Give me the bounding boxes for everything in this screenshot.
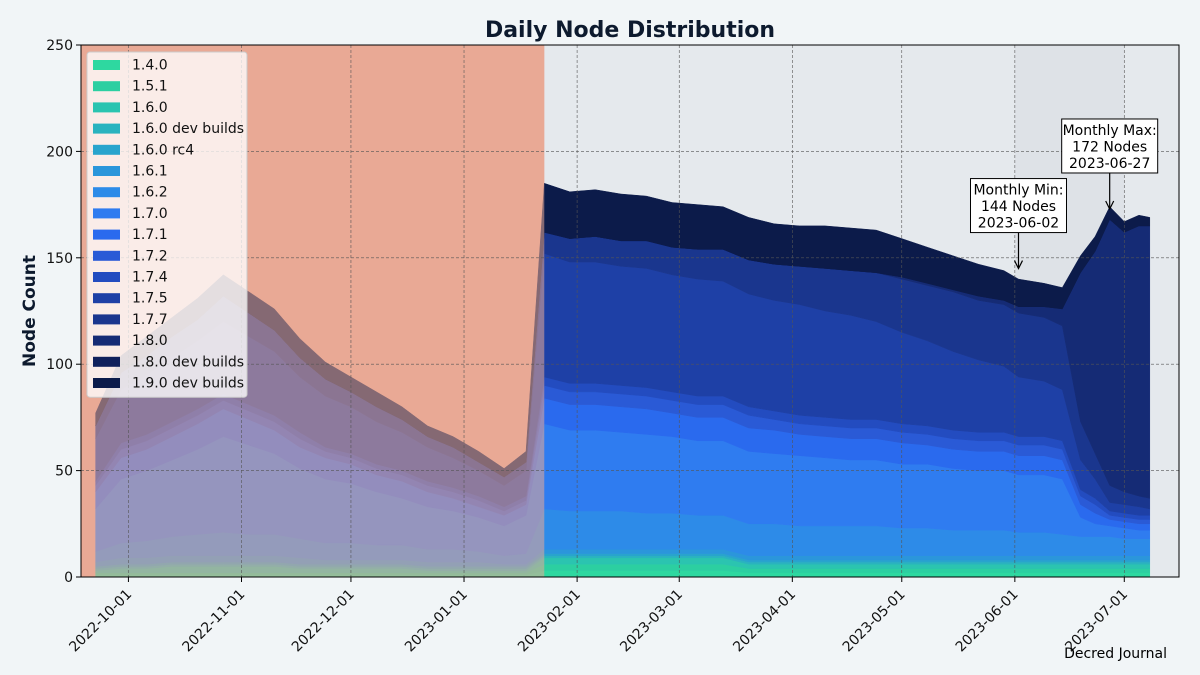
x-tick-label: 2023-01-01	[402, 587, 471, 656]
legend-swatch	[93, 166, 120, 176]
y-axis: 0 50 100 150 200 250	[46, 38, 81, 586]
legend-swatch	[93, 123, 120, 134]
legend-label: 1.6.0	[132, 100, 168, 116]
legend-swatch	[93, 335, 120, 346]
y-tick-label: 50	[55, 464, 73, 480]
x-tick-label: 2022-11-01	[179, 587, 248, 656]
legend-label: 1.5.1	[132, 79, 168, 95]
legend-label: 1.4.0	[132, 58, 168, 74]
legend-label: 1.7.4	[132, 270, 168, 286]
footer-credit: Decred Journal	[1064, 646, 1167, 662]
x-tick-label: 2023-04-01	[730, 587, 799, 656]
legend-label: 1.9.0 dev builds	[132, 376, 244, 392]
y-tick-label: 150	[46, 251, 73, 267]
legend-swatch	[93, 356, 120, 367]
x-tick-label: 2023-06-01	[953, 587, 1022, 656]
x-tick-label: 2022-10-01	[66, 587, 135, 656]
legend-label: 1.7.0	[132, 206, 168, 222]
y-tick-label: 100	[46, 357, 73, 373]
annotation-text: 172 Nodes	[1072, 139, 1147, 155]
x-tick-label: 2023-02-01	[515, 587, 584, 656]
legend-swatch	[93, 378, 120, 388]
legend-swatch	[93, 187, 120, 198]
legend-label: 1.7.5	[132, 291, 168, 307]
legend-label: 1.8.0 dev builds	[132, 354, 244, 370]
legend-swatch	[93, 81, 120, 92]
annotation-text: 2023-06-27	[1069, 156, 1150, 172]
legend: 1.4.0 1.5.1 1.6.0 1.6.0 dev builds 1.6.0 rc4…	[86, 51, 248, 398]
annotation-text: 2023-06-02	[978, 216, 1059, 232]
legend-label: 1.6.2	[132, 185, 168, 201]
legend-label: 1.6.0 rc4	[132, 142, 194, 158]
y-axis-label: Node Count	[20, 255, 40, 367]
x-tick-label: 2022-12-01	[289, 587, 358, 656]
legend-box	[86, 51, 248, 398]
legend-swatch	[93, 293, 120, 304]
legend-label: 1.7.2	[132, 248, 168, 264]
annotation-text: Monthly Min:	[973, 183, 1063, 199]
legend-label: 1.6.0 dev builds	[132, 121, 244, 137]
legend-label: 1.7.1	[132, 227, 168, 243]
legend-swatch	[93, 208, 120, 219]
legend-swatch	[93, 102, 120, 113]
annotation-box	[969, 178, 1067, 234]
y-tick-label: 200	[46, 144, 73, 160]
plot-frame	[80, 44, 1180, 578]
x-tick-label: 2023-03-01	[617, 587, 686, 656]
legend-label: 1.7.7	[132, 312, 168, 328]
x-axis: 2022-10-01 2022-11-01 2022-12-01 2023-01-01…	[66, 577, 1131, 655]
annotation-box	[1061, 118, 1159, 174]
annotation-arrowhead	[1013, 260, 1024, 270]
chart-title: Daily Node Distribution	[485, 18, 775, 43]
legend-swatch	[93, 144, 120, 155]
legend-swatch	[93, 60, 120, 70]
legend-swatch	[93, 229, 120, 240]
legend-label: 1.8.0	[132, 333, 168, 349]
annotation-text: 144 Nodes	[981, 199, 1056, 215]
annotation-arrowhead	[1105, 200, 1115, 211]
y-tick-label: 250	[46, 38, 73, 54]
legend-swatch	[93, 272, 120, 282]
annotation-text: Monthly Max:	[1063, 123, 1157, 139]
x-tick-label: 2023-05-01	[840, 587, 909, 656]
legend-swatch	[93, 250, 120, 261]
legend-swatch	[93, 314, 120, 325]
legend-label: 1.6.1	[132, 164, 168, 180]
y-tick-label: 0	[64, 570, 73, 586]
